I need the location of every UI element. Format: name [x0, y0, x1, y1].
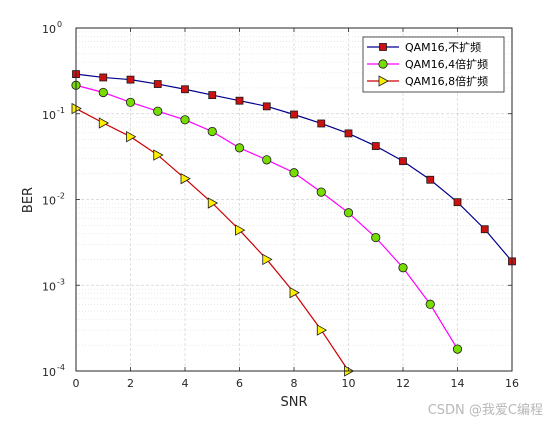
y-tick-exponent: 0: [57, 20, 62, 29]
y-tick-label: 10: [42, 280, 56, 293]
data-point: [125, 97, 136, 107]
x-tick-label: 12: [396, 377, 410, 390]
data-point: [262, 253, 273, 266]
data-point: [207, 197, 219, 209]
x-tick-label: 8: [291, 377, 298, 390]
data-point: [425, 299, 435, 309]
y-axis-label: BER: [21, 187, 36, 213]
watermark: CSDN @我爱C编程: [427, 403, 543, 418]
data-point: [235, 96, 244, 105]
data-point: [153, 149, 164, 161]
data-point: [398, 263, 408, 273]
data-point: [344, 129, 353, 138]
data-point: [153, 106, 163, 116]
series-2: [71, 80, 463, 354]
legend-marker: [378, 75, 389, 87]
y-tick-exponent: -3: [57, 277, 65, 286]
y-tick-label: 10: [42, 109, 56, 122]
data-point: [371, 232, 381, 243]
data-point: [153, 80, 162, 88]
data-point: [126, 131, 137, 143]
data-point: [126, 75, 135, 84]
data-point: [180, 115, 190, 125]
x-tick-label: 0: [73, 377, 80, 390]
data-point: [208, 91, 217, 100]
legend: QAM16,不扩频 QAM16,4倍扩频 QAM16,8倍扩频: [362, 36, 505, 93]
data-point: [289, 286, 300, 299]
x-tick-label: 16: [505, 377, 519, 390]
data-point: [98, 87, 108, 98]
data-point: [181, 85, 189, 94]
data-point: [480, 225, 489, 234]
y-tick-label: 10: [42, 195, 56, 208]
x-tick-label: 2: [127, 377, 134, 390]
x-tick-label: 10: [342, 377, 356, 390]
legend-label: QAM16,8倍扩频: [405, 74, 488, 88]
legend-label: QAM16,不扩频: [405, 40, 481, 54]
legend-marker: [379, 43, 387, 51]
data-point: [316, 324, 328, 336]
data-point: [317, 119, 326, 128]
data-point: [371, 142, 380, 150]
data-point: [98, 117, 110, 129]
y-tick-exponent: -1: [57, 106, 65, 115]
data-point: [180, 172, 191, 185]
data-point: [262, 155, 272, 165]
data-point: [234, 143, 245, 153]
legend-label: QAM16,4倍扩频: [405, 57, 488, 71]
data-point: [289, 168, 299, 178]
y-tick-label: 10: [42, 366, 56, 379]
data-point: [426, 175, 435, 184]
y-tick-exponent: -2: [57, 192, 65, 201]
data-point: [453, 198, 462, 207]
data-point: [399, 157, 407, 166]
data-point: [99, 73, 108, 82]
x-tick-label: 4: [182, 377, 189, 390]
legend-marker: [378, 59, 388, 69]
x-tick-label: 14: [451, 377, 465, 390]
data-point: [452, 344, 463, 354]
y-tick-exponent: -4: [57, 363, 65, 372]
x-axis-label: SNR: [280, 395, 307, 410]
data-point: [316, 187, 326, 197]
data-point: [207, 126, 217, 137]
data-point: [290, 110, 298, 119]
series-3: [71, 102, 355, 377]
data-point: [262, 102, 271, 111]
y-tick-label: 10: [42, 23, 56, 36]
data-point: [235, 224, 246, 236]
x-axis-ticks: 0 2 4 6 8 10 12 14 16: [73, 28, 519, 390]
data-point: [343, 208, 354, 218]
x-tick-label: 6: [236, 377, 243, 390]
